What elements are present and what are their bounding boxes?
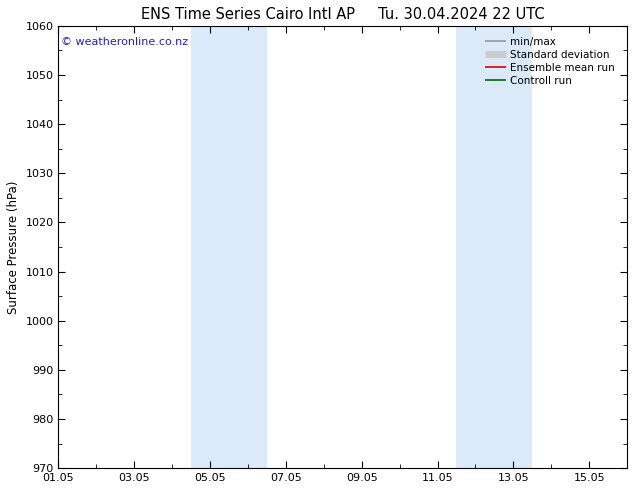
Y-axis label: Surface Pressure (hPa): Surface Pressure (hPa) <box>7 180 20 314</box>
Legend: min/max, Standard deviation, Ensemble mean run, Controll run: min/max, Standard deviation, Ensemble me… <box>481 32 619 90</box>
Title: ENS Time Series Cairo Intl AP     Tu. 30.04.2024 22 UTC: ENS Time Series Cairo Intl AP Tu. 30.04.… <box>141 7 545 22</box>
Bar <box>191 26 267 468</box>
Bar <box>456 26 533 468</box>
Text: © weatheronline.co.nz: © weatheronline.co.nz <box>61 37 188 47</box>
